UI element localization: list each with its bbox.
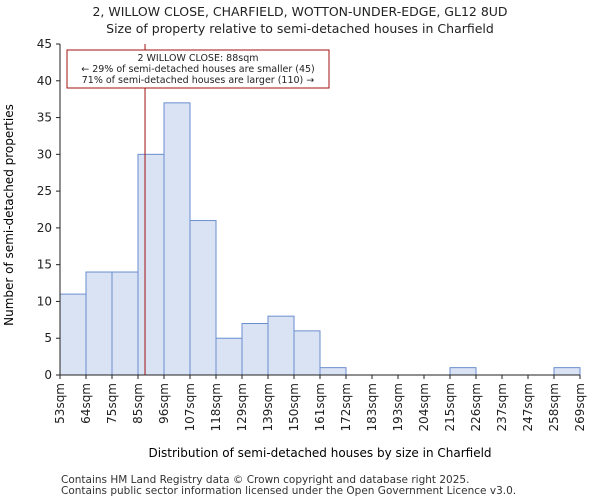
x-tick-label-75sqm: 75sqm — [105, 383, 119, 424]
y-tick-label-35: 35 — [37, 111, 52, 125]
axes-layer: 0 5 10 15 20 25 30 35 40 45 53sqm 64sqm 75sqm 85sqm 96… — [37, 37, 587, 431]
x-tick-label-96sqm: 96sqm — [157, 383, 171, 424]
y-tick-label-15: 15 — [37, 258, 52, 272]
bars-layer — [59, 102, 581, 376]
bar-139sqm — [267, 315, 295, 376]
y-tick-label-0: 0 — [44, 368, 52, 382]
x-tick-label-258sqm: 258sqm — [547, 383, 561, 431]
annotation-line-3: 71% of semi-detached houses are larger (… — [82, 75, 315, 86]
y-tick-label-20: 20 — [37, 221, 52, 235]
y-tick-label-40: 40 — [37, 74, 52, 88]
x-tick-label-204sqm: 204sqm — [417, 383, 431, 431]
bar-75sqm — [111, 271, 139, 376]
chart-title: 2, WILLOW CLOSE, CHARFIELD, WOTTON-UNDER… — [92, 4, 508, 19]
x-axis-label: Distribution of semi-detached houses by … — [148, 446, 491, 460]
bar-53sqm — [59, 293, 87, 376]
x-tick-label-85sqm: 85sqm — [131, 383, 145, 424]
x-tick-label-226sqm: 226sqm — [469, 383, 483, 431]
marker-layer: 2 WILLOW CLOSE: 88sqm← 29% of semi-detac… — [66, 44, 330, 375]
y-tick-label-5: 5 — [44, 331, 52, 345]
x-tick-label-193sqm: 193sqm — [391, 383, 405, 431]
bar-96sqm — [163, 102, 191, 376]
annotation-line-1: 2 WILLOW CLOSE: 88sqm — [137, 53, 258, 64]
bar-150sqm — [293, 330, 321, 376]
x-tick-label-237sqm: 237sqm — [495, 383, 509, 431]
y-axis-label: Number of semi-detached properties — [2, 104, 16, 326]
x-tick-label-139sqm: 139sqm — [261, 383, 275, 431]
x-tick-label-118sqm: 118sqm — [209, 383, 223, 431]
bar-129sqm — [241, 323, 269, 376]
x-tick-label-172sqm: 172sqm — [339, 383, 353, 431]
annotation-box — [66, 49, 330, 89]
bar-85sqm — [137, 153, 165, 376]
y-tick-label-25: 25 — [37, 184, 52, 198]
y-tick-label-10: 10 — [37, 294, 52, 308]
x-tick-label-64sqm: 64sqm — [79, 383, 93, 424]
x-tick-label-107sqm: 107sqm — [183, 383, 197, 431]
x-tick-label-150sqm: 150sqm — [287, 383, 301, 431]
bar-107sqm — [189, 220, 217, 376]
bar-118sqm — [215, 337, 243, 376]
y-tick-label-30: 30 — [37, 147, 52, 161]
x-tick-label-269sqm: 269sqm — [573, 383, 587, 431]
bar-258sqm — [553, 367, 581, 376]
annotation-line-2: ← 29% of semi-detached houses are smalle… — [81, 64, 315, 75]
x-tick-label-129sqm: 129sqm — [235, 383, 249, 431]
y-tick-label-45: 45 — [37, 37, 52, 51]
bar-215sqm — [449, 367, 477, 376]
chart-subtitle: Size of property relative to semi-detach… — [106, 21, 494, 36]
x-tick-label-53sqm: 53sqm — [53, 383, 67, 424]
bar-161sqm — [319, 367, 347, 376]
footer-licence: Contains public sector information licen… — [61, 485, 517, 497]
x-tick-label-183sqm: 183sqm — [365, 383, 379, 431]
x-tick-label-161sqm: 161sqm — [313, 383, 327, 431]
x-tick-label-215sqm: 215sqm — [443, 383, 457, 431]
footer-copyright: Contains HM Land Registry data © Crown c… — [61, 474, 470, 486]
bar-64sqm — [85, 271, 113, 376]
x-tick-label-247sqm: 247sqm — [521, 383, 535, 431]
